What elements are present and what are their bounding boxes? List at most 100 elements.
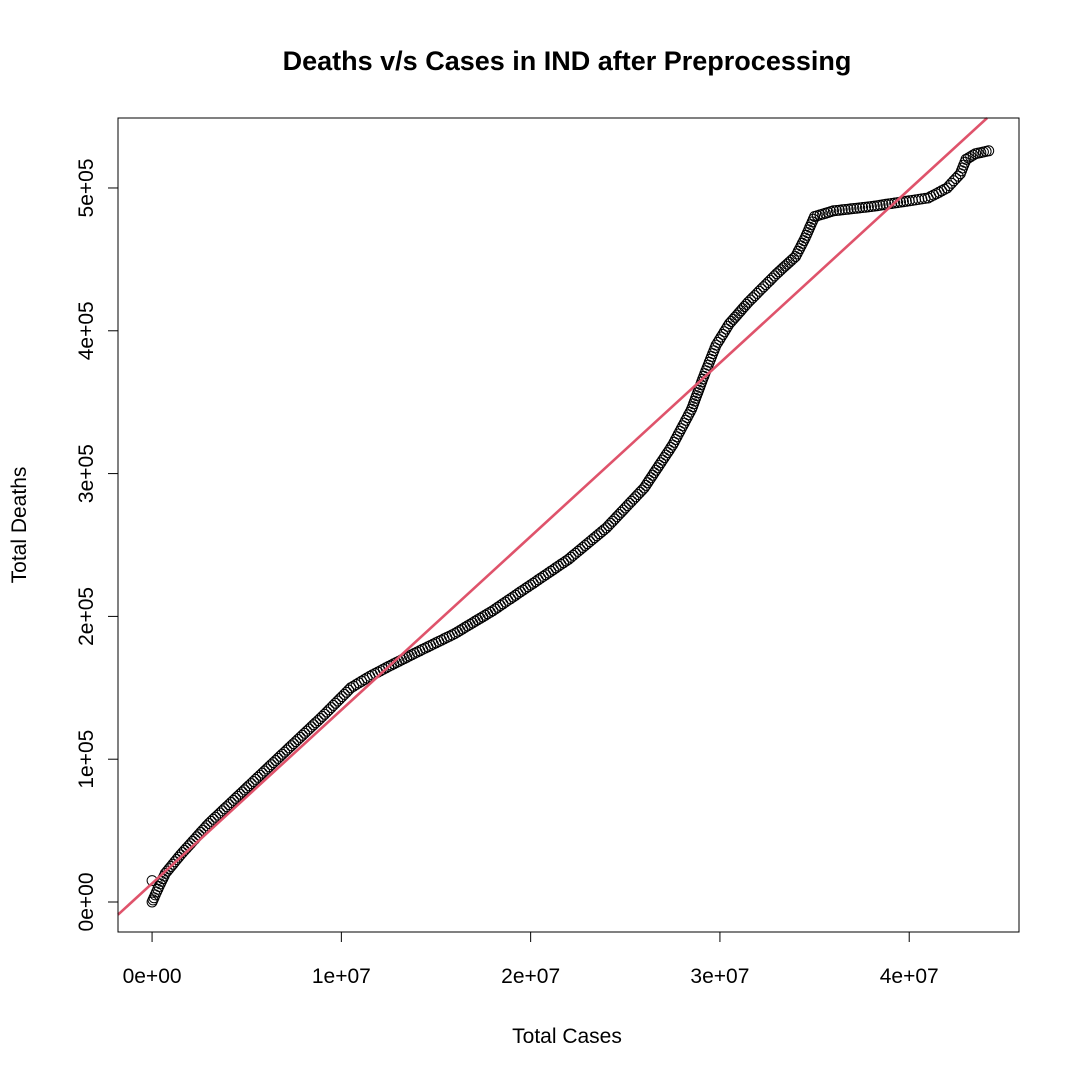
data-point [771, 268, 783, 280]
data-point [632, 489, 644, 500]
data-point [710, 339, 722, 351]
data-point [745, 294, 756, 306]
x-tick-label: 2e+07 [501, 965, 560, 988]
data-point [727, 313, 739, 325]
data-point [358, 674, 370, 686]
data-point [775, 264, 787, 276]
data-point [626, 495, 638, 507]
data-point [718, 326, 730, 338]
data-point [356, 675, 368, 687]
data-point [605, 517, 617, 529]
data-point [747, 292, 759, 304]
data-point [729, 311, 741, 323]
data-point [830, 205, 842, 216]
y-axis-label: Total Deaths [8, 467, 31, 584]
data-point [321, 706, 333, 718]
data-point [723, 318, 735, 330]
data-point [325, 702, 337, 714]
data-point [361, 672, 373, 684]
data-point [714, 334, 725, 346]
data-point [749, 290, 761, 302]
scatter-points [146, 145, 995, 908]
y-tick-label: 4e+05 [75, 301, 98, 360]
data-point [348, 680, 359, 692]
data-point [735, 305, 747, 317]
data-point [755, 283, 767, 295]
data-point [848, 203, 860, 214]
data-point [725, 316, 737, 327]
data-point [212, 809, 224, 821]
data-point [263, 761, 275, 773]
data-point [717, 328, 729, 340]
data-point [621, 500, 633, 512]
data-point [769, 270, 780, 282]
data-point [294, 731, 306, 743]
data-point [312, 715, 324, 727]
data-point [305, 721, 317, 733]
data-point [737, 303, 749, 315]
data-point [781, 258, 793, 270]
data-point [323, 704, 335, 716]
data-point [613, 509, 625, 520]
data-point [201, 820, 213, 832]
y-tick-label: 1e+05 [75, 730, 98, 789]
data-point [330, 697, 341, 709]
data-point [739, 301, 750, 312]
data-point [758, 281, 770, 293]
data-point [712, 336, 724, 348]
data-point [742, 296, 754, 308]
data-point [615, 506, 627, 518]
data-point [785, 254, 797, 266]
data-point [857, 202, 869, 213]
x-tick-label: 0e+00 [123, 965, 182, 988]
data-point [303, 723, 315, 735]
y-tick-label: 0e+00 [75, 873, 98, 932]
data-point [860, 201, 871, 213]
data-point [983, 145, 995, 157]
data-point [254, 769, 266, 781]
data-point [350, 679, 362, 690]
data-point [836, 204, 848, 216]
data-point [261, 763, 273, 775]
chart-title: Deaths v/s Cases in IND after Preprocess… [283, 46, 852, 76]
x-tick-label: 3e+07 [690, 965, 749, 988]
data-point [764, 274, 776, 286]
data-point [314, 713, 326, 724]
data-point [783, 256, 795, 268]
data-point [828, 205, 839, 217]
data-point [270, 755, 282, 766]
data-point [338, 688, 350, 700]
data-point [967, 149, 979, 161]
data-point [245, 778, 257, 790]
data-point [336, 691, 348, 703]
data-point [611, 511, 623, 523]
data-point [634, 486, 646, 498]
data-point [341, 686, 352, 698]
data-point [230, 792, 242, 804]
data-point [332, 695, 344, 707]
data-point [779, 260, 791, 272]
data-point [777, 262, 789, 274]
data-point [751, 287, 763, 299]
data-point [603, 520, 614, 532]
data-point [214, 807, 226, 819]
data-point [239, 784, 250, 796]
data-point [839, 204, 851, 215]
data-point [353, 677, 365, 689]
data-point [740, 298, 752, 310]
data-point [236, 786, 248, 798]
data-point [146, 875, 158, 887]
data-point [296, 729, 308, 741]
data-point [773, 266, 785, 278]
data-point [227, 794, 239, 806]
data-point [205, 815, 217, 827]
plot-frame [117, 117, 1020, 933]
data-point [279, 746, 291, 758]
data-point [936, 185, 948, 197]
data-point [221, 801, 233, 813]
data-point [327, 699, 339, 711]
data-point [624, 497, 635, 509]
y-tick-label: 3e+05 [75, 444, 98, 503]
data-point [288, 738, 299, 750]
